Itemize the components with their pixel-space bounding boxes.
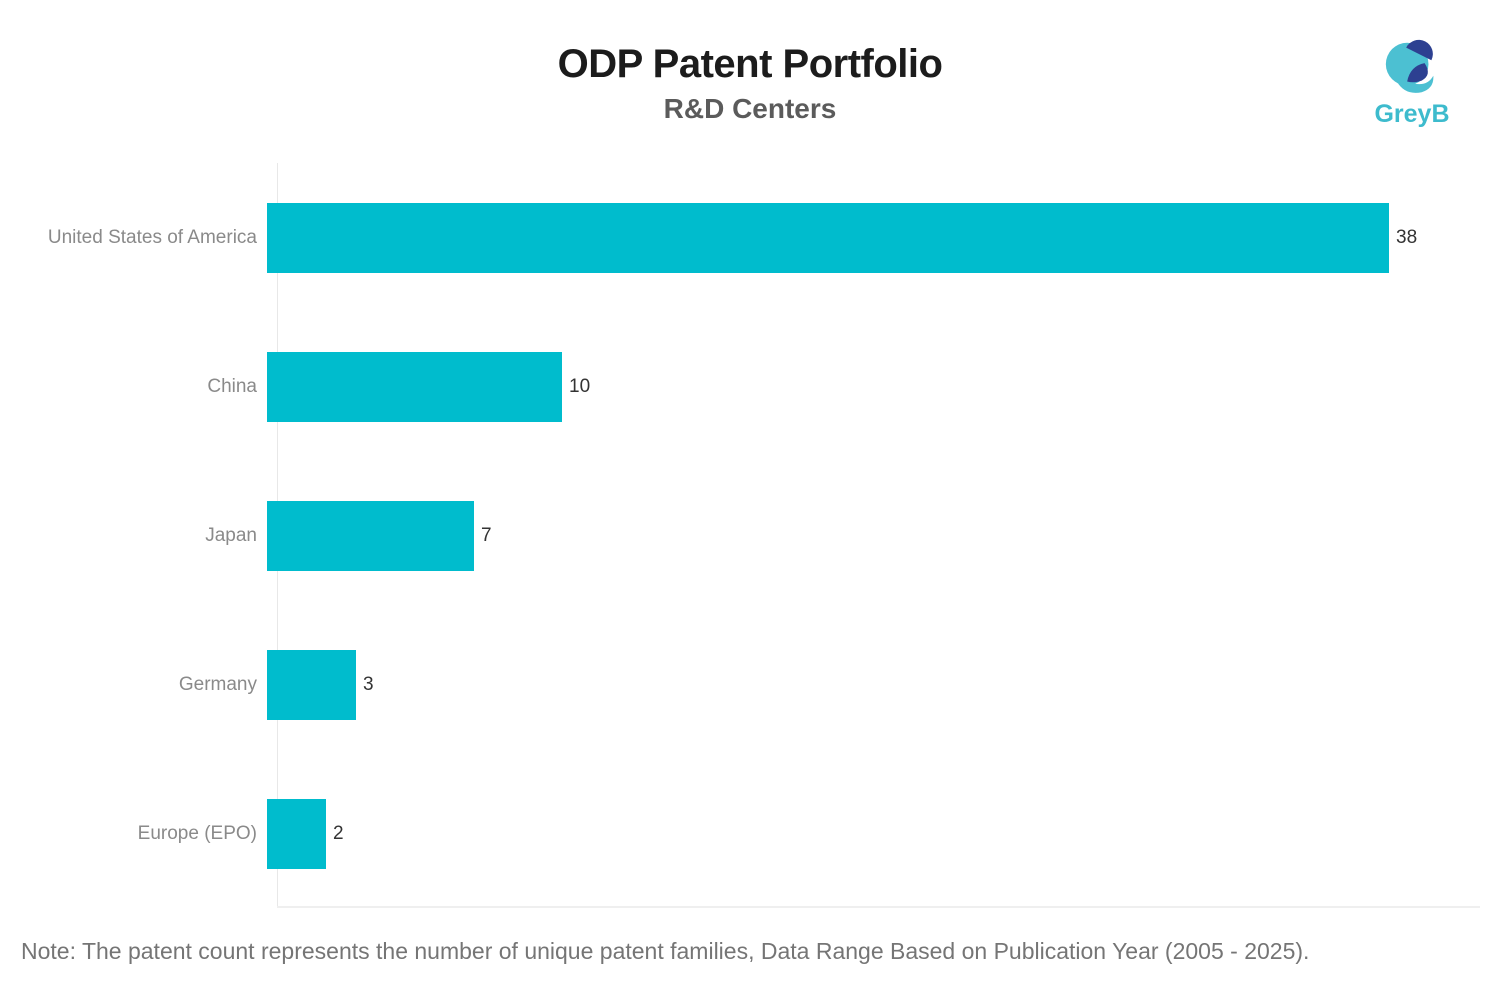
bar[interactable] xyxy=(267,649,356,720)
bar[interactable] xyxy=(267,798,326,869)
category-label: Germany xyxy=(178,673,257,695)
bar-row: Germany 3 xyxy=(0,610,1480,759)
bar-chart: United States of America 38 China 10 Jap… xyxy=(0,163,1480,908)
value-label: 38 xyxy=(1396,226,1418,248)
greyb-logo-text: GreyB xyxy=(1374,100,1450,128)
value-label: 7 xyxy=(481,524,492,546)
bar-track: 2 xyxy=(267,798,1480,869)
bar[interactable] xyxy=(267,500,474,571)
value-label: 10 xyxy=(569,375,591,397)
footnote: Note: The patent count represents the nu… xyxy=(21,938,1310,964)
chart-header: ODP Patent Portfolio R&D Centers xyxy=(0,0,1500,125)
bar-row: Europe (EPO) 2 xyxy=(0,759,1480,908)
chart-title: ODP Patent Portfolio xyxy=(557,42,943,86)
bar-track: 3 xyxy=(267,649,1480,720)
bar-track: 38 xyxy=(267,202,1480,273)
category-label: United States of America xyxy=(47,226,257,248)
x-axis-line xyxy=(277,906,1480,908)
bar-row: United States of America 38 xyxy=(0,163,1480,312)
value-label: 3 xyxy=(363,673,374,695)
bar-row: China 10 xyxy=(0,312,1480,461)
bar[interactable] xyxy=(267,351,562,422)
greyb-logo-icon xyxy=(1385,39,1434,93)
chart-subtitle: R&D Centers xyxy=(663,93,837,124)
value-label: 2 xyxy=(333,822,344,844)
bar[interactable] xyxy=(267,202,1389,273)
bar-row: Japan 7 xyxy=(0,461,1480,610)
greyb-logo: GreyB xyxy=(1372,36,1452,129)
bar-track: 7 xyxy=(267,500,1480,571)
category-label: China xyxy=(207,375,257,397)
category-label: Europe (EPO) xyxy=(137,822,257,844)
category-label: Japan xyxy=(205,524,257,546)
bar-track: 10 xyxy=(267,351,1480,422)
bar-rows: United States of America 38 China 10 Jap… xyxy=(0,163,1480,908)
